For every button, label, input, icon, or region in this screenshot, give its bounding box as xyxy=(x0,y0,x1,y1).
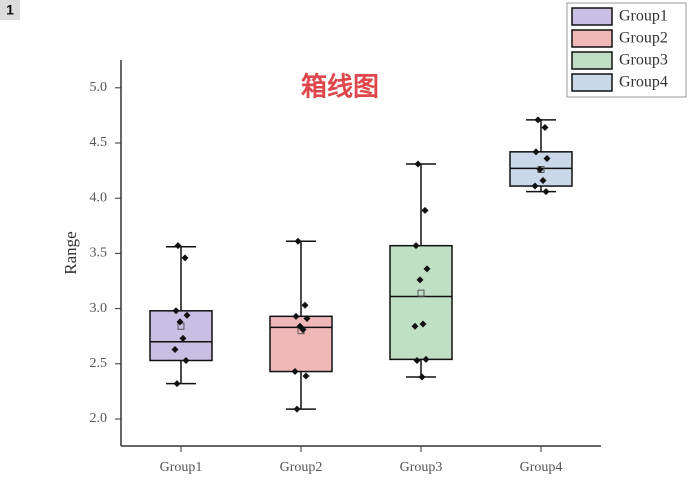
data-point xyxy=(294,237,302,245)
data-point xyxy=(293,405,301,413)
x-tick-label: Group2 xyxy=(280,460,323,475)
data-point xyxy=(173,380,181,388)
data-point xyxy=(423,265,431,273)
data-point xyxy=(302,372,310,380)
y-tick-label: 2.5 xyxy=(90,356,108,371)
box xyxy=(149,310,213,362)
data-point xyxy=(291,368,299,376)
data-point xyxy=(181,254,189,262)
data-point xyxy=(183,311,191,319)
data-point xyxy=(411,322,419,330)
data-point xyxy=(182,356,190,364)
data-point xyxy=(536,165,544,173)
data-point xyxy=(531,182,539,190)
y-tick-label: 4.0 xyxy=(90,190,108,205)
data-point xyxy=(422,355,430,363)
y-tick-label: 3.5 xyxy=(90,246,108,261)
box xyxy=(389,244,453,361)
data-point xyxy=(418,373,426,381)
data-point xyxy=(541,124,549,132)
panel-label: 1 xyxy=(6,2,14,18)
data-point xyxy=(292,312,300,320)
data-point xyxy=(171,345,179,353)
legend-label: Group3 xyxy=(619,52,668,69)
data-point xyxy=(412,242,420,250)
mean xyxy=(417,289,425,297)
x-tick-label: Group3 xyxy=(400,460,443,475)
y-tick-label: 5.0 xyxy=(90,80,108,95)
x-tick-label: Group1 xyxy=(160,460,203,475)
data-point xyxy=(539,177,547,185)
data-point xyxy=(303,315,311,323)
data-point xyxy=(414,160,422,168)
y-tick-label: 2.0 xyxy=(90,411,108,426)
legend-swatch xyxy=(571,7,613,26)
data-point xyxy=(416,276,424,284)
x-tick-label: Group4 xyxy=(520,460,563,475)
data-point xyxy=(176,318,184,326)
data-point xyxy=(299,326,307,334)
data-point xyxy=(532,148,540,156)
legend-swatch xyxy=(571,51,613,70)
y-tick-label: 4.5 xyxy=(90,135,108,150)
legend-label: Group2 xyxy=(619,30,668,47)
data-point xyxy=(301,301,309,309)
data-point xyxy=(419,320,427,328)
panel-badge xyxy=(0,0,20,20)
legend-label: Group1 xyxy=(619,8,668,25)
legend-swatch xyxy=(571,29,613,48)
y-tick-label: 3.0 xyxy=(90,301,108,316)
data-point xyxy=(179,334,187,342)
y-axis-label: Range xyxy=(61,231,80,274)
data-point xyxy=(542,188,550,196)
data-point xyxy=(413,356,421,364)
data-point xyxy=(421,206,429,214)
data-point xyxy=(543,154,551,162)
legend-label: Group4 xyxy=(619,74,668,91)
data-point xyxy=(174,242,182,250)
chart-title: 箱线图 xyxy=(301,72,379,103)
legend-swatch xyxy=(571,73,613,92)
data-point xyxy=(172,307,180,315)
data-point xyxy=(534,116,542,124)
